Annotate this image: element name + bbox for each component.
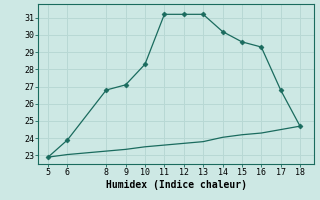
X-axis label: Humidex (Indice chaleur): Humidex (Indice chaleur) <box>106 180 246 190</box>
